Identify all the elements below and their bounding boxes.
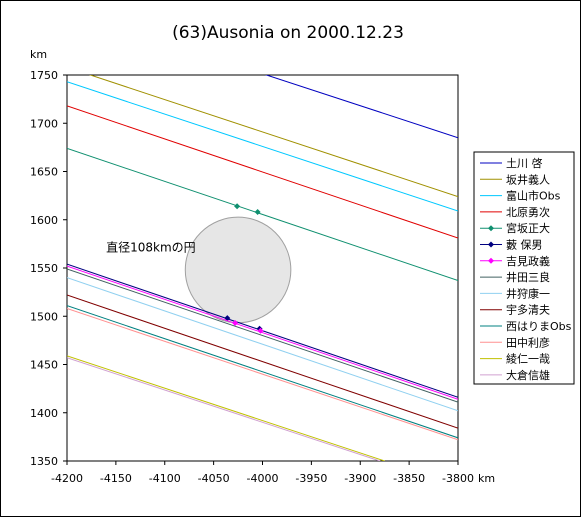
legend-label-13: 大倉信雄 [506,368,550,382]
legend-label-12: 綾仁一哉 [506,352,550,366]
x-tick-label-1: -4150 [100,472,132,485]
series-point-6-0 [232,320,239,327]
x-tick-label-0: -4200 [51,472,83,485]
legend-marker-5 [488,241,494,248]
legend-label-10: 西はりまObs [506,320,572,333]
x-tick-label-5: -3950 [295,472,327,485]
x-axis-unit-label: km [478,472,495,485]
series-line-8 [67,277,458,412]
diameter-circle [184,216,292,324]
series-line-4 [67,147,458,282]
series-line-2 [67,81,458,212]
y-tick-label-1: 1400 [30,407,58,420]
x-tick-label-2: -4100 [149,472,181,485]
y-tick-label-7: 1700 [30,117,58,130]
legend-label-6: 吉見政義 [506,254,550,268]
y-tick-label-5: 1600 [30,214,58,227]
chart-title: (63)Ausonia on 2000.12.23 [172,23,404,43]
y-axis-unit-label: km [30,48,47,61]
series-line-7 [67,268,458,403]
y-tick-label-4: 1550 [30,262,58,275]
legend-marker-4 [488,225,494,232]
series-line-3 [67,105,458,239]
x-tick-label-3: -4050 [198,472,230,485]
legend-label-2: 富山市Obs [506,189,561,203]
legend-label-4: 宮坂正大 [506,221,550,235]
legend-marker-6 [488,257,494,264]
y-tick-label-3: 1500 [30,310,58,323]
series-line-9 [67,294,458,429]
series-line-11 [67,308,458,441]
series-line-1 [88,75,458,198]
series-line-13 [67,357,380,461]
x-tick-label-8: -3800 [442,472,474,485]
x-tick-label-7: -3850 [393,472,425,485]
y-tick-label-6: 1650 [30,166,58,179]
series-point-6-1 [257,327,264,334]
legend-label-5: 藪 保男 [506,238,543,252]
circle-annotation-label: 直径108kmの円 [106,241,196,255]
y-tick-label-2: 1450 [30,359,58,372]
x-tick-label-6: -3900 [344,472,376,485]
legend-label-9: 宇多清夫 [506,303,550,317]
series-line-12 [67,355,385,461]
series-line-0 [264,75,458,139]
series-line-10 [67,305,458,439]
legend-label-11: 田中利彦 [506,335,550,349]
series-line-6 [67,265,458,400]
y-tick-label-8: 1750 [30,69,58,82]
series-point-4-1 [254,209,261,216]
legend-label-8: 井狩康一 [506,286,550,300]
legend-label-7: 井田三良 [506,270,550,284]
legend-label-0: 土川 啓 [506,156,543,170]
y-tick-label-0: 1350 [30,455,58,468]
legend-label-3: 北原勇次 [506,205,550,219]
legend-box [473,151,575,385]
series-point-4-0 [234,203,241,210]
legend-label-1: 坂井義人 [506,172,550,186]
x-tick-label-4: -4000 [247,472,279,485]
